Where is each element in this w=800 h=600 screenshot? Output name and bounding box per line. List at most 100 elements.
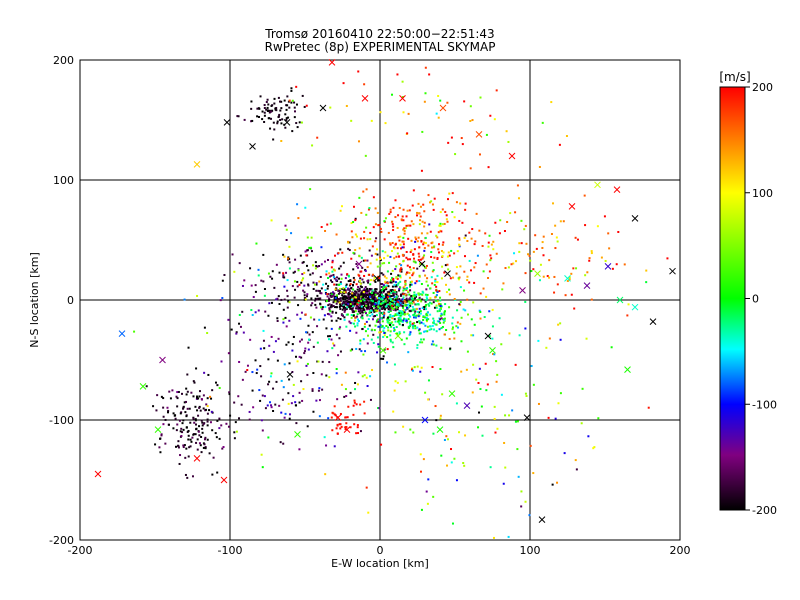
data-point bbox=[330, 327, 333, 330]
data-point bbox=[288, 245, 291, 248]
data-point bbox=[409, 331, 412, 334]
data-point bbox=[362, 302, 365, 305]
data-point bbox=[297, 217, 300, 220]
data-point bbox=[370, 295, 373, 298]
data-point bbox=[278, 302, 281, 305]
data-point bbox=[596, 225, 599, 228]
data-point bbox=[319, 292, 322, 295]
data-point bbox=[406, 312, 409, 315]
data-point bbox=[374, 288, 377, 291]
data-point bbox=[318, 399, 321, 402]
data-point bbox=[358, 309, 361, 312]
data-point bbox=[368, 324, 371, 327]
data-point bbox=[431, 270, 434, 273]
data-point bbox=[381, 313, 384, 316]
data-point bbox=[445, 291, 448, 294]
x-marker bbox=[448, 390, 456, 397]
data-point bbox=[363, 237, 366, 240]
colorbar-tick-label: -200 bbox=[752, 504, 777, 517]
data-point bbox=[343, 288, 346, 291]
data-point bbox=[195, 427, 198, 430]
data-point bbox=[550, 233, 553, 236]
data-point bbox=[391, 241, 394, 244]
data-point bbox=[306, 425, 309, 428]
data-point bbox=[207, 373, 210, 376]
data-point bbox=[401, 298, 404, 301]
data-point bbox=[250, 107, 253, 110]
data-point bbox=[395, 265, 398, 268]
data-point bbox=[382, 301, 385, 304]
data-point bbox=[357, 432, 360, 435]
data-point bbox=[409, 320, 412, 323]
data-point bbox=[410, 309, 413, 312]
data-point bbox=[378, 407, 381, 410]
data-point bbox=[364, 269, 367, 272]
data-point bbox=[197, 414, 200, 417]
data-point bbox=[365, 300, 368, 303]
data-point bbox=[600, 256, 603, 259]
data-point bbox=[389, 301, 392, 304]
data-point bbox=[379, 256, 382, 259]
data-point bbox=[432, 322, 435, 325]
data-point bbox=[178, 462, 181, 465]
data-point bbox=[358, 293, 361, 296]
data-point bbox=[263, 347, 266, 350]
data-point bbox=[344, 371, 347, 374]
data-point bbox=[387, 326, 390, 329]
data-point bbox=[437, 248, 440, 251]
data-point bbox=[362, 338, 365, 341]
data-point bbox=[181, 422, 184, 425]
data-point bbox=[204, 436, 207, 439]
data-point bbox=[345, 313, 348, 316]
data-point bbox=[372, 298, 375, 301]
data-point bbox=[225, 422, 228, 425]
data-point bbox=[395, 293, 398, 296]
data-point bbox=[269, 375, 272, 378]
data-point bbox=[397, 321, 400, 324]
data-point bbox=[443, 319, 446, 322]
data-point bbox=[324, 229, 327, 232]
data-point bbox=[335, 333, 338, 336]
data-point bbox=[198, 434, 201, 437]
data-point bbox=[433, 328, 436, 331]
data-point bbox=[389, 310, 392, 313]
data-point bbox=[389, 303, 392, 306]
data-point bbox=[353, 296, 356, 299]
data-point bbox=[402, 425, 405, 428]
data-point bbox=[445, 218, 448, 221]
data-point bbox=[623, 263, 626, 266]
data-point bbox=[459, 322, 462, 325]
data-point bbox=[424, 305, 427, 308]
data-point bbox=[404, 318, 407, 321]
data-point bbox=[412, 300, 415, 303]
data-point bbox=[386, 254, 389, 257]
data-point bbox=[198, 405, 201, 408]
data-point bbox=[288, 301, 291, 304]
data-point bbox=[627, 303, 630, 306]
x-marker bbox=[361, 95, 369, 102]
data-point bbox=[336, 424, 339, 427]
data-point bbox=[408, 314, 411, 317]
data-point bbox=[180, 427, 183, 430]
data-point bbox=[366, 308, 369, 311]
data-point bbox=[341, 305, 344, 308]
data-point bbox=[435, 344, 438, 347]
data-point bbox=[298, 401, 301, 404]
data-point bbox=[314, 297, 317, 300]
data-point bbox=[402, 208, 405, 211]
data-point bbox=[192, 417, 195, 420]
data-point bbox=[593, 446, 596, 449]
data-point bbox=[200, 398, 203, 401]
data-point bbox=[463, 255, 466, 258]
data-point bbox=[410, 368, 413, 371]
data-point bbox=[478, 153, 481, 156]
data-point bbox=[419, 470, 422, 473]
data-point bbox=[182, 407, 185, 410]
data-point bbox=[277, 295, 280, 298]
data-point bbox=[551, 483, 554, 486]
data-point bbox=[447, 268, 450, 271]
data-point bbox=[468, 231, 471, 234]
data-point bbox=[293, 296, 296, 299]
data-point bbox=[425, 280, 428, 283]
data-point bbox=[559, 220, 562, 223]
